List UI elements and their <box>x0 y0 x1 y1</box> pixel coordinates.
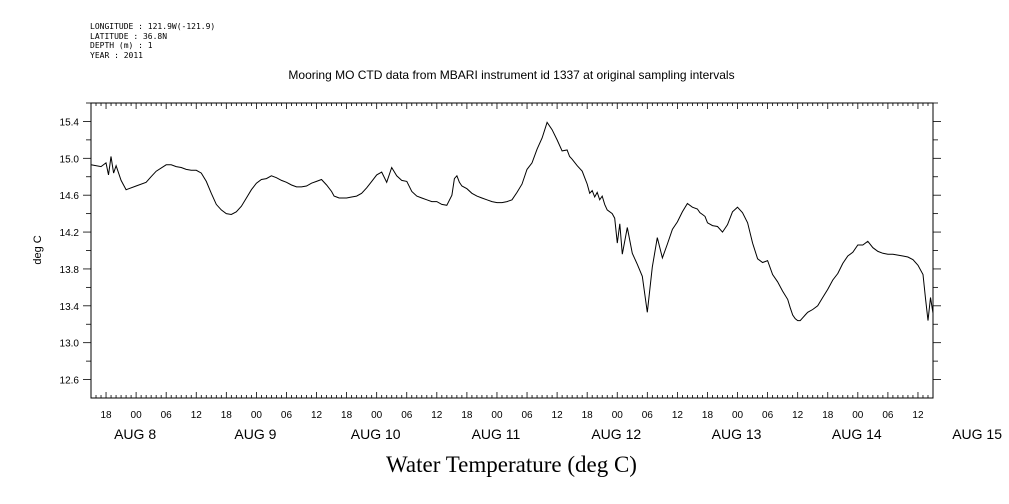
latitude-label: LATITUDE : 36.8N <box>90 31 168 41</box>
year-label: YEAR : 2011 <box>90 50 143 60</box>
y-tick-label: 13.0 <box>60 339 80 350</box>
x-tick-label: 00 <box>371 410 383 421</box>
x-tick-label: 12 <box>792 410 804 421</box>
date-label: AUG 13 <box>712 426 762 442</box>
y-tick-label: 15.0 <box>60 154 80 165</box>
x-tick-label: 00 <box>251 410 263 421</box>
x-tick-label: 18 <box>822 410 834 421</box>
date-label: AUG 12 <box>591 426 641 442</box>
x-tick-label: 00 <box>491 410 503 421</box>
y-axis-label: deg C <box>32 235 44 264</box>
temperature-series-line <box>90 121 934 322</box>
x-tick-label: 12 <box>552 410 564 421</box>
y-tick-label: 14.2 <box>60 228 80 239</box>
date-label: AUG 11 <box>472 426 521 442</box>
x-tick-label: 12 <box>912 410 924 421</box>
x-tick-label: 12 <box>311 410 323 421</box>
x-tick-label: 00 <box>131 410 143 421</box>
x-tick-label: 18 <box>582 410 594 421</box>
chart-title: Mooring MO CTD data from MBARI instrumen… <box>288 68 735 82</box>
longitude-label: LONGITUDE : 121.9W(-121.9) <box>90 22 216 31</box>
y-tick-label: 13.4 <box>60 302 80 313</box>
date-label: AUG 10 <box>351 426 401 442</box>
depth-label: DEPTH (m) : 1 <box>90 41 153 50</box>
x-tick-label: 06 <box>762 410 774 421</box>
x-axis-label: Water Temperature (deg C) <box>386 452 637 477</box>
tick-labels: 12.6 13.0 13.4 13.8 14.2 14.6 15.0 15.4 18 00 06 12… <box>60 117 1003 442</box>
x-tick-label: 12 <box>431 410 443 421</box>
x-tick-label: 06 <box>882 410 894 421</box>
x-tick-label: 12 <box>672 410 684 421</box>
date-label: AUG 8 <box>114 426 156 442</box>
x-tick-label: 18 <box>221 410 233 421</box>
x-tick-label: 18 <box>461 410 473 421</box>
x-tick-label: 18 <box>100 410 112 421</box>
x-tick-label: 00 <box>852 410 864 421</box>
x-tick-label: 00 <box>612 410 624 421</box>
x-tick-label: 18 <box>702 410 714 421</box>
x-tick-label: 00 <box>732 410 744 421</box>
x-tick-label: 06 <box>642 410 654 421</box>
x-tick-label: 12 <box>191 410 203 421</box>
plot-frame <box>90 102 934 399</box>
x-tick-label: 06 <box>281 410 293 421</box>
x-tick-label: 06 <box>161 410 173 421</box>
x-tick-label: 18 <box>341 410 353 421</box>
x-tick-label: 06 <box>521 410 533 421</box>
x-tick-label: 06 <box>401 410 413 421</box>
date-label: AUG 14 <box>832 426 882 442</box>
station-metadata: LONGITUDE : 121.9W(-121.9) LATITUDE : 36… <box>90 22 215 60</box>
axes <box>90 102 934 399</box>
y-tick-label: 13.8 <box>60 265 80 276</box>
date-label: AUG 15 <box>952 426 1002 442</box>
y-tick-label: 15.4 <box>60 117 80 128</box>
y-tick-label: 14.6 <box>60 191 80 202</box>
date-label: AUG 9 <box>234 426 276 442</box>
ticks <box>83 102 941 398</box>
y-tick-label: 12.6 <box>60 376 80 387</box>
